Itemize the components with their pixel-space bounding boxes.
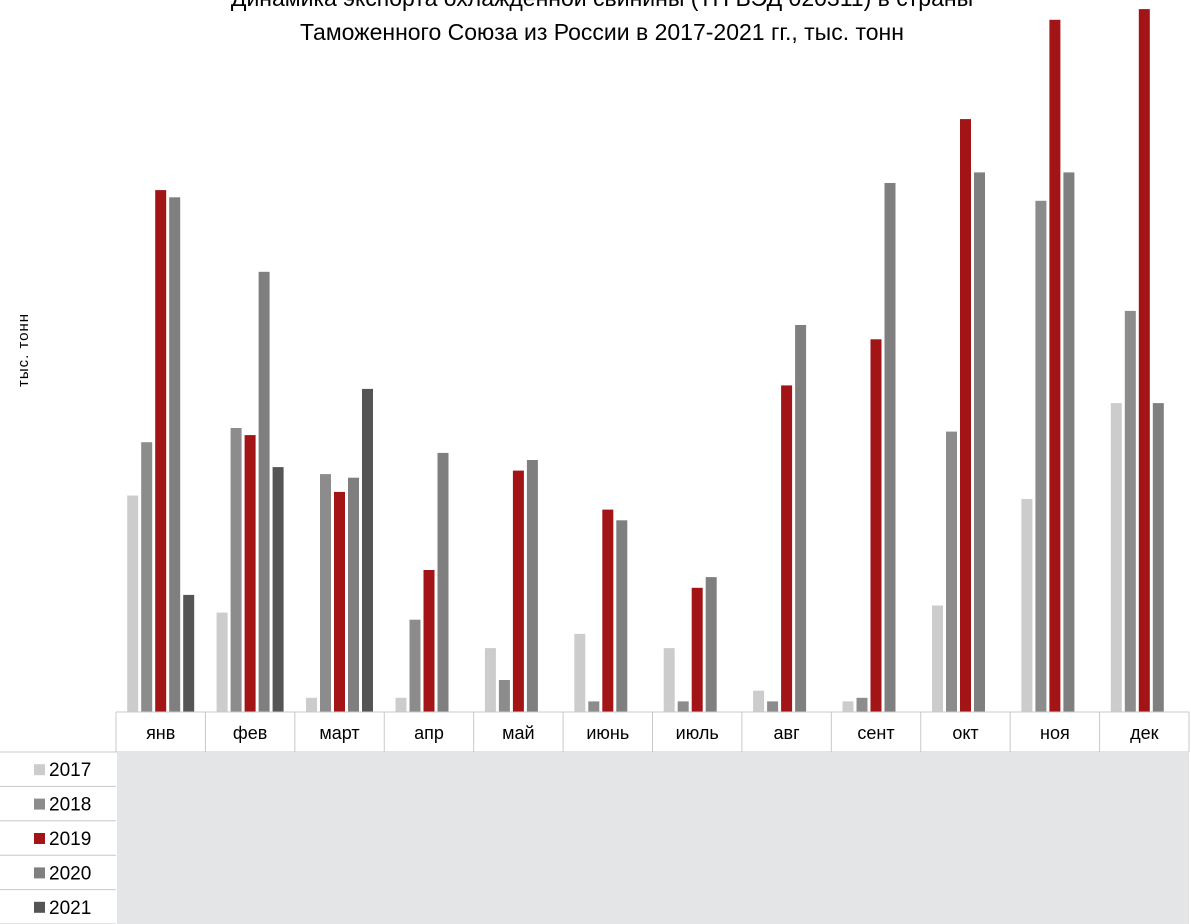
legend-swatch-2019: [34, 833, 45, 844]
chart-title-line2: Таможенного Союза из России в 2017-2021 …: [300, 19, 904, 45]
y-axis-label: тыс. тонн: [15, 313, 32, 387]
bar-2019-март: [334, 491, 345, 712]
category-label: сент: [857, 723, 894, 743]
category-label: июль: [676, 723, 719, 743]
bar-2020-авг: [795, 325, 807, 712]
bars-group: [127, 9, 1164, 713]
bar-2018-авг: [767, 701, 779, 713]
category-label: май: [502, 723, 534, 743]
table-body: [117, 753, 1189, 924]
category-label: апр: [414, 723, 444, 743]
legend-label-2019: 2019: [49, 829, 91, 850]
bar-2017-янв: [127, 495, 139, 712]
legend-label-2017: 2017: [49, 760, 91, 781]
bar-2018-июль: [677, 701, 689, 713]
bar-2020-май: [526, 460, 538, 712]
legend-swatch-2017: [34, 764, 45, 776]
bar-2017-май: [484, 648, 496, 712]
bar-2017-июнь: [574, 633, 586, 712]
legend-swatch-2020: [34, 867, 45, 879]
bar-2017-март: [306, 697, 317, 712]
bar-2021-март: [362, 388, 373, 712]
bar-2017-фев: [216, 612, 228, 712]
bar-2018-дек: [1124, 310, 1136, 712]
category-label: март: [319, 723, 359, 743]
bar-2019-окт: [960, 119, 971, 713]
legend-swatch-2021: [34, 901, 45, 913]
bar-2018-сент: [856, 697, 868, 712]
data-table: янв фев март апр май июнь июль авг сент окт ноя дек…: [0, 711, 1190, 924]
bar-2018-ноя: [1035, 200, 1047, 713]
bar-2021-фев: [272, 467, 284, 712]
category-label: июнь: [586, 723, 629, 743]
bar-2019-июнь: [602, 509, 614, 712]
bar-2020-окт: [974, 172, 985, 712]
bar-2018-фев: [230, 428, 242, 712]
bar-2018-май: [498, 680, 510, 712]
legend-label-2021: 2021: [49, 898, 91, 919]
bar-2020-июль: [705, 577, 717, 712]
bar-2021-янв: [183, 594, 195, 713]
bar-2019-апр: [423, 570, 435, 712]
category-label: авг: [774, 723, 801, 743]
bar-2017-дек: [1110, 403, 1122, 712]
bar-2019-ноя: [1049, 19, 1061, 713]
bar-2020-фев: [258, 271, 270, 712]
bar-2017-сент: [842, 701, 854, 713]
bar-2020-дек: [1152, 403, 1164, 712]
bar-2017-апр: [395, 697, 407, 712]
bar-2019-янв: [155, 190, 167, 713]
bar-2020-март: [348, 477, 359, 712]
bar-2017-ноя: [1021, 499, 1033, 712]
bar-2020-апр: [437, 452, 449, 712]
category-label: дек: [1130, 723, 1159, 743]
bar-2017-окт: [932, 605, 943, 712]
bar-2018-окт: [946, 431, 957, 712]
bar-2020-ноя: [1063, 172, 1075, 712]
bar-2019-дек: [1138, 9, 1150, 713]
bar-2018-апр: [409, 619, 421, 712]
bar-2017-июль: [663, 648, 675, 712]
category-label: янв: [146, 723, 175, 743]
bar-2018-июнь: [588, 701, 600, 713]
bar-2018-март: [320, 474, 331, 712]
bar-2020-янв: [169, 197, 181, 713]
bar-2020-июнь: [616, 520, 628, 712]
bar-2018-янв: [141, 442, 153, 712]
bar-2019-фев: [244, 435, 256, 712]
category-label: окт: [952, 723, 978, 743]
legend-label-2018: 2018: [49, 795, 91, 816]
bar-2019-авг: [781, 385, 793, 712]
bar-2019-июль: [691, 587, 703, 712]
bar-2020-сент: [884, 183, 896, 712]
legend-label-2020: 2020: [49, 863, 91, 884]
bar-2019-май: [512, 470, 524, 712]
category-label: фев: [233, 723, 267, 743]
chart-title-line1: Динамика экспорта охлажденной свинины (Т…: [231, 0, 973, 11]
bar-2017-авг: [753, 690, 765, 712]
bar-2019-сент: [870, 339, 882, 713]
category-label: ноя: [1040, 723, 1070, 743]
legend-swatch-2018: [34, 798, 45, 810]
